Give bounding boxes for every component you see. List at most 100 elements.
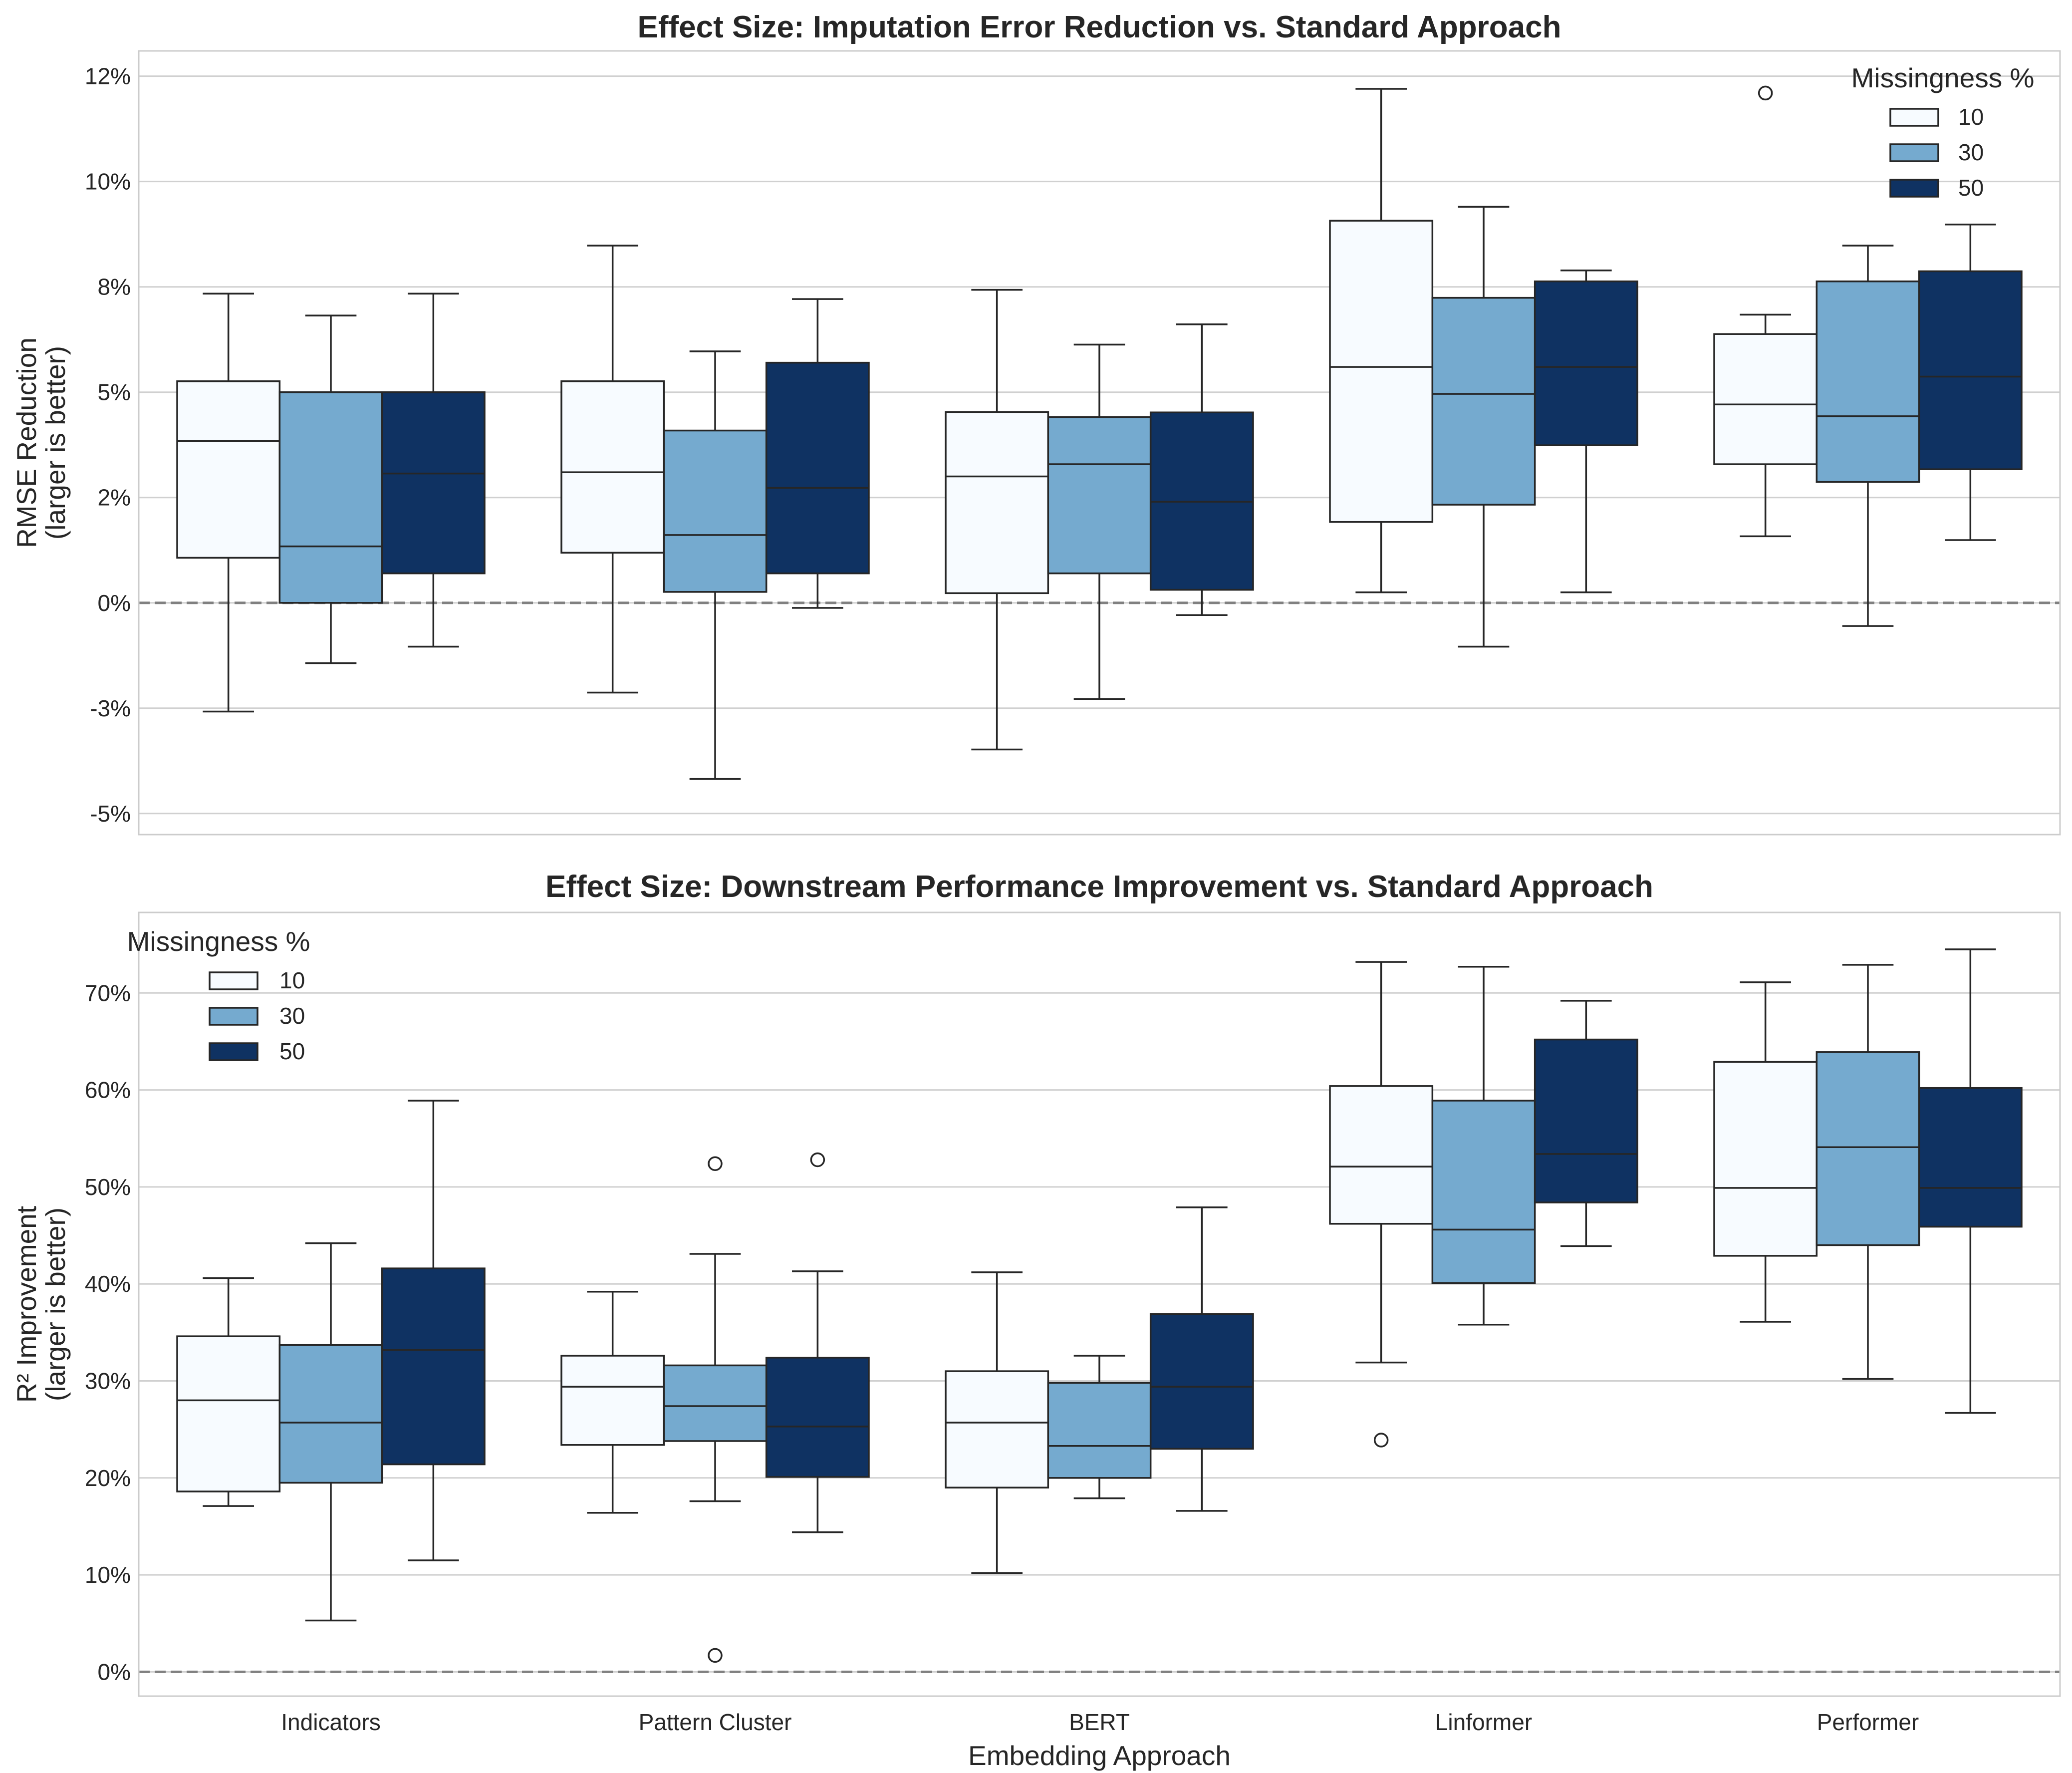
legend-swatch	[209, 971, 259, 990]
iqr-box	[381, 1267, 486, 1466]
y-axis-label: RMSE Reduction(larger is better)	[11, 337, 71, 548]
iqr-box	[1534, 280, 1638, 446]
y-axis-label-line: (larger is better)	[40, 1207, 71, 1401]
iqr-box	[1918, 270, 2023, 470]
iqr-box	[945, 411, 1049, 594]
bottom-panel: 0% 10% 20% 30% 40% 50% 60% 70% Effect Size: Down…	[11, 870, 2061, 1771]
y-tick-label: 0%	[98, 1659, 131, 1685]
box-pattern-cluster-50	[765, 1152, 870, 1533]
y-tick-label: 70%	[85, 980, 131, 1006]
x-tick-label: Linformer	[1435, 1709, 1532, 1735]
y-tick-label: 50%	[85, 1174, 131, 1200]
box-performer-50	[1918, 948, 2023, 1414]
box-indicators-30	[278, 314, 383, 664]
iqr-box	[560, 380, 665, 554]
box-performer-50	[1918, 224, 2023, 541]
iqr-box	[1431, 1100, 1536, 1284]
iqr-box	[1431, 296, 1536, 506]
box-bert-50	[1149, 1206, 1254, 1512]
iqr-box	[278, 1344, 383, 1484]
outlier-point	[708, 1648, 723, 1663]
box-linformer-50	[1534, 270, 1638, 593]
y-tick-label: 10%	[85, 169, 131, 195]
iqr-box	[1918, 1087, 2023, 1228]
box-linformer-30	[1431, 966, 1536, 1326]
box-bert-10	[945, 1271, 1049, 1574]
legend-swatch	[1889, 143, 1939, 162]
y-axis-label: R² Improvement(larger is better)	[11, 1206, 71, 1403]
box-performer-30	[1815, 964, 1920, 1380]
legend-swatch	[209, 1007, 259, 1026]
legend-swatch	[209, 1042, 259, 1061]
iqr-box	[663, 429, 768, 593]
outlier-point	[1373, 1433, 1389, 1448]
box-bert-30	[1047, 343, 1152, 700]
legend-swatch	[1889, 179, 1939, 198]
legend: Missingness % 10 30 50	[1851, 62, 2035, 201]
iqr-box	[1815, 1051, 1920, 1246]
y-tick-label: 12%	[85, 63, 131, 89]
chart-title: Effect Size: Imputation Error Reduction …	[637, 10, 1561, 44]
y-tick-label: 8%	[98, 274, 131, 300]
box-linformer-50	[1534, 1000, 1638, 1247]
box-pattern-cluster-10	[560, 1290, 665, 1514]
iqr-box	[1713, 333, 1818, 465]
iqr-box	[1047, 416, 1152, 575]
iqr-box	[1329, 1085, 1434, 1225]
iqr-box	[1534, 1038, 1638, 1203]
box-indicators-10	[176, 1277, 281, 1507]
y-axis-label-line: R² Improvement	[11, 1206, 42, 1403]
outlier-point	[1758, 85, 1773, 101]
box-pattern-cluster-50	[765, 298, 870, 609]
legend-entry-label: 10	[1958, 104, 1984, 130]
box-performer-10	[1713, 85, 1818, 538]
chart-title: Effect Size: Downstream Performance Impr…	[545, 870, 1653, 904]
legend-title: Missingness %	[127, 926, 310, 957]
box-indicators-10	[176, 293, 281, 713]
box-bert-50	[1149, 323, 1254, 616]
box-bert-30	[1047, 1355, 1152, 1499]
box-bert-10	[945, 289, 1049, 751]
plot-frame	[138, 911, 2061, 1697]
legend-entry-label: 30	[1958, 139, 1984, 165]
iqr-box	[765, 361, 870, 575]
box-indicators-30	[278, 1242, 383, 1622]
x-axis-label: Embedding Approach	[968, 1740, 1231, 1771]
box-pattern-cluster-10	[560, 245, 665, 694]
x-tick-label: Pattern Cluster	[639, 1709, 792, 1735]
y-axis-label-line: RMSE Reduction	[11, 337, 42, 548]
box-indicators-50	[381, 293, 486, 648]
x-tick-label: BERT	[1069, 1709, 1130, 1735]
iqr-box	[1713, 1061, 1818, 1257]
y-tick-label: -5%	[90, 801, 131, 827]
box-pattern-cluster-30	[663, 1156, 768, 1663]
y-tick-label: 20%	[85, 1465, 131, 1491]
y-tick-label: 40%	[85, 1271, 131, 1297]
iqr-box	[945, 1370, 1049, 1488]
y-tick-label: 0%	[98, 590, 131, 616]
outlier-point	[810, 1152, 825, 1168]
box-indicators-50	[381, 1100, 486, 1561]
iqr-box	[381, 391, 486, 575]
iqr-box	[278, 391, 383, 604]
iqr-box	[176, 1335, 281, 1492]
legend-entry-label: 10	[279, 967, 305, 993]
y-tick-label: -3%	[90, 695, 131, 721]
y-tick-label: 2%	[98, 485, 131, 511]
iqr-box	[1149, 1313, 1254, 1450]
iqr-box	[560, 1355, 665, 1446]
legend-swatch	[1889, 108, 1939, 127]
iqr-box	[1047, 1382, 1152, 1479]
legend-title: Missingness %	[1851, 62, 2035, 93]
legend: Missingness % 10 30 50	[127, 926, 310, 1064]
y-tick-label: 5%	[98, 379, 131, 405]
y-tick-label: 30%	[85, 1368, 131, 1394]
iqr-box	[663, 1364, 768, 1442]
box-linformer-10	[1329, 88, 1434, 593]
x-tick-label: Indicators	[281, 1709, 380, 1735]
iqr-box	[176, 380, 281, 559]
outlier-point	[708, 1156, 723, 1172]
box-linformer-30	[1431, 206, 1536, 648]
legend-entry-label: 50	[279, 1038, 305, 1064]
